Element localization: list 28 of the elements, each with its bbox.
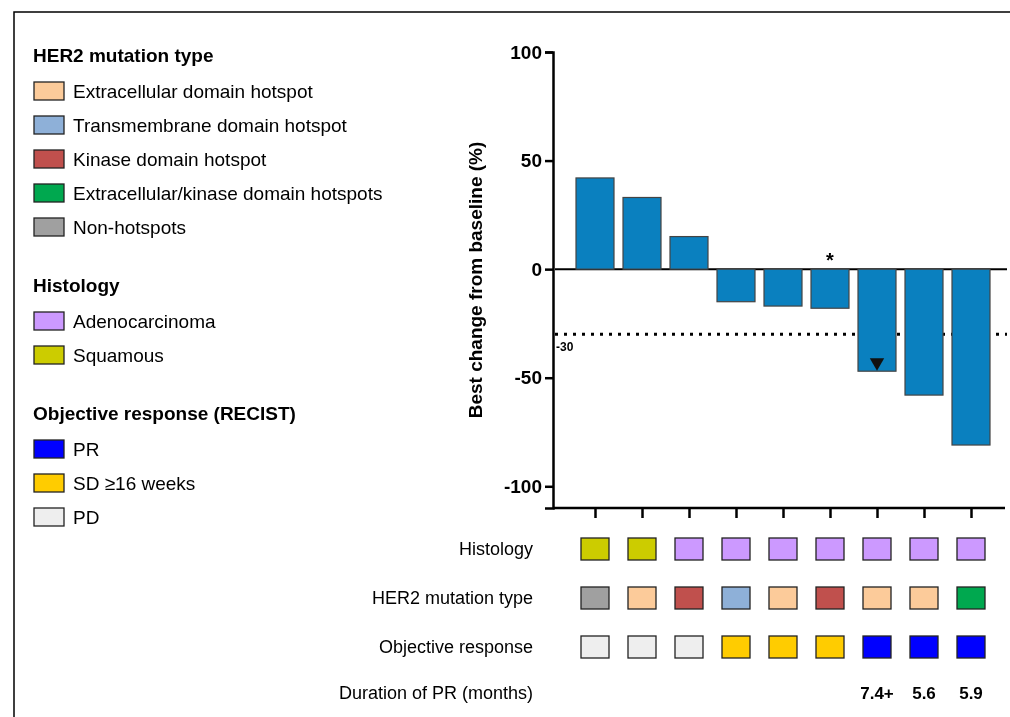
legend-label: Extracellular domain hotspot <box>73 81 314 102</box>
text: 7.4+ <box>860 684 894 703</box>
legend-label: Transmembrane domain hotspot <box>73 115 348 136</box>
legend-label: Adenocarcinoma <box>73 311 217 332</box>
legend-label: SD ≥16 weeks <box>73 473 196 494</box>
chart-title: Objective response <box>378 637 533 657</box>
legend-label: Squamous <box>73 345 164 366</box>
y-tick-label: 100 <box>510 41 542 63</box>
y-tick-label: 50 <box>520 150 542 172</box>
text: Duration of PR (months) <box>338 683 533 703</box>
ref-line-label: -30 <box>556 340 574 355</box>
chart-title: Histology <box>458 539 533 559</box>
y-tick-label: -50 <box>514 367 542 389</box>
text: 5.6 <box>912 684 936 703</box>
chart-title: HER2 mutation type <box>371 588 533 608</box>
legend-title: Histology <box>33 275 120 296</box>
legend-label: Extracellular/kinase domain hotspots <box>73 183 383 204</box>
y-tick-label: -100 <box>503 475 542 497</box>
legend-title: HER2 mutation type <box>33 45 214 66</box>
legend-label: PD <box>73 507 100 528</box>
legend-title: Objective response (RECIST) <box>33 403 296 424</box>
y-tick-label: 0 <box>531 258 542 280</box>
y-axis-title: Best change from baseline (%) <box>465 141 486 419</box>
legend-label: Kinase domain hotspot <box>73 149 268 170</box>
legend-label: Non-hotspots <box>73 217 187 238</box>
text: 5.9 <box>959 684 983 703</box>
legend-label: PR <box>73 439 100 460</box>
data-label: * <box>826 249 835 272</box>
